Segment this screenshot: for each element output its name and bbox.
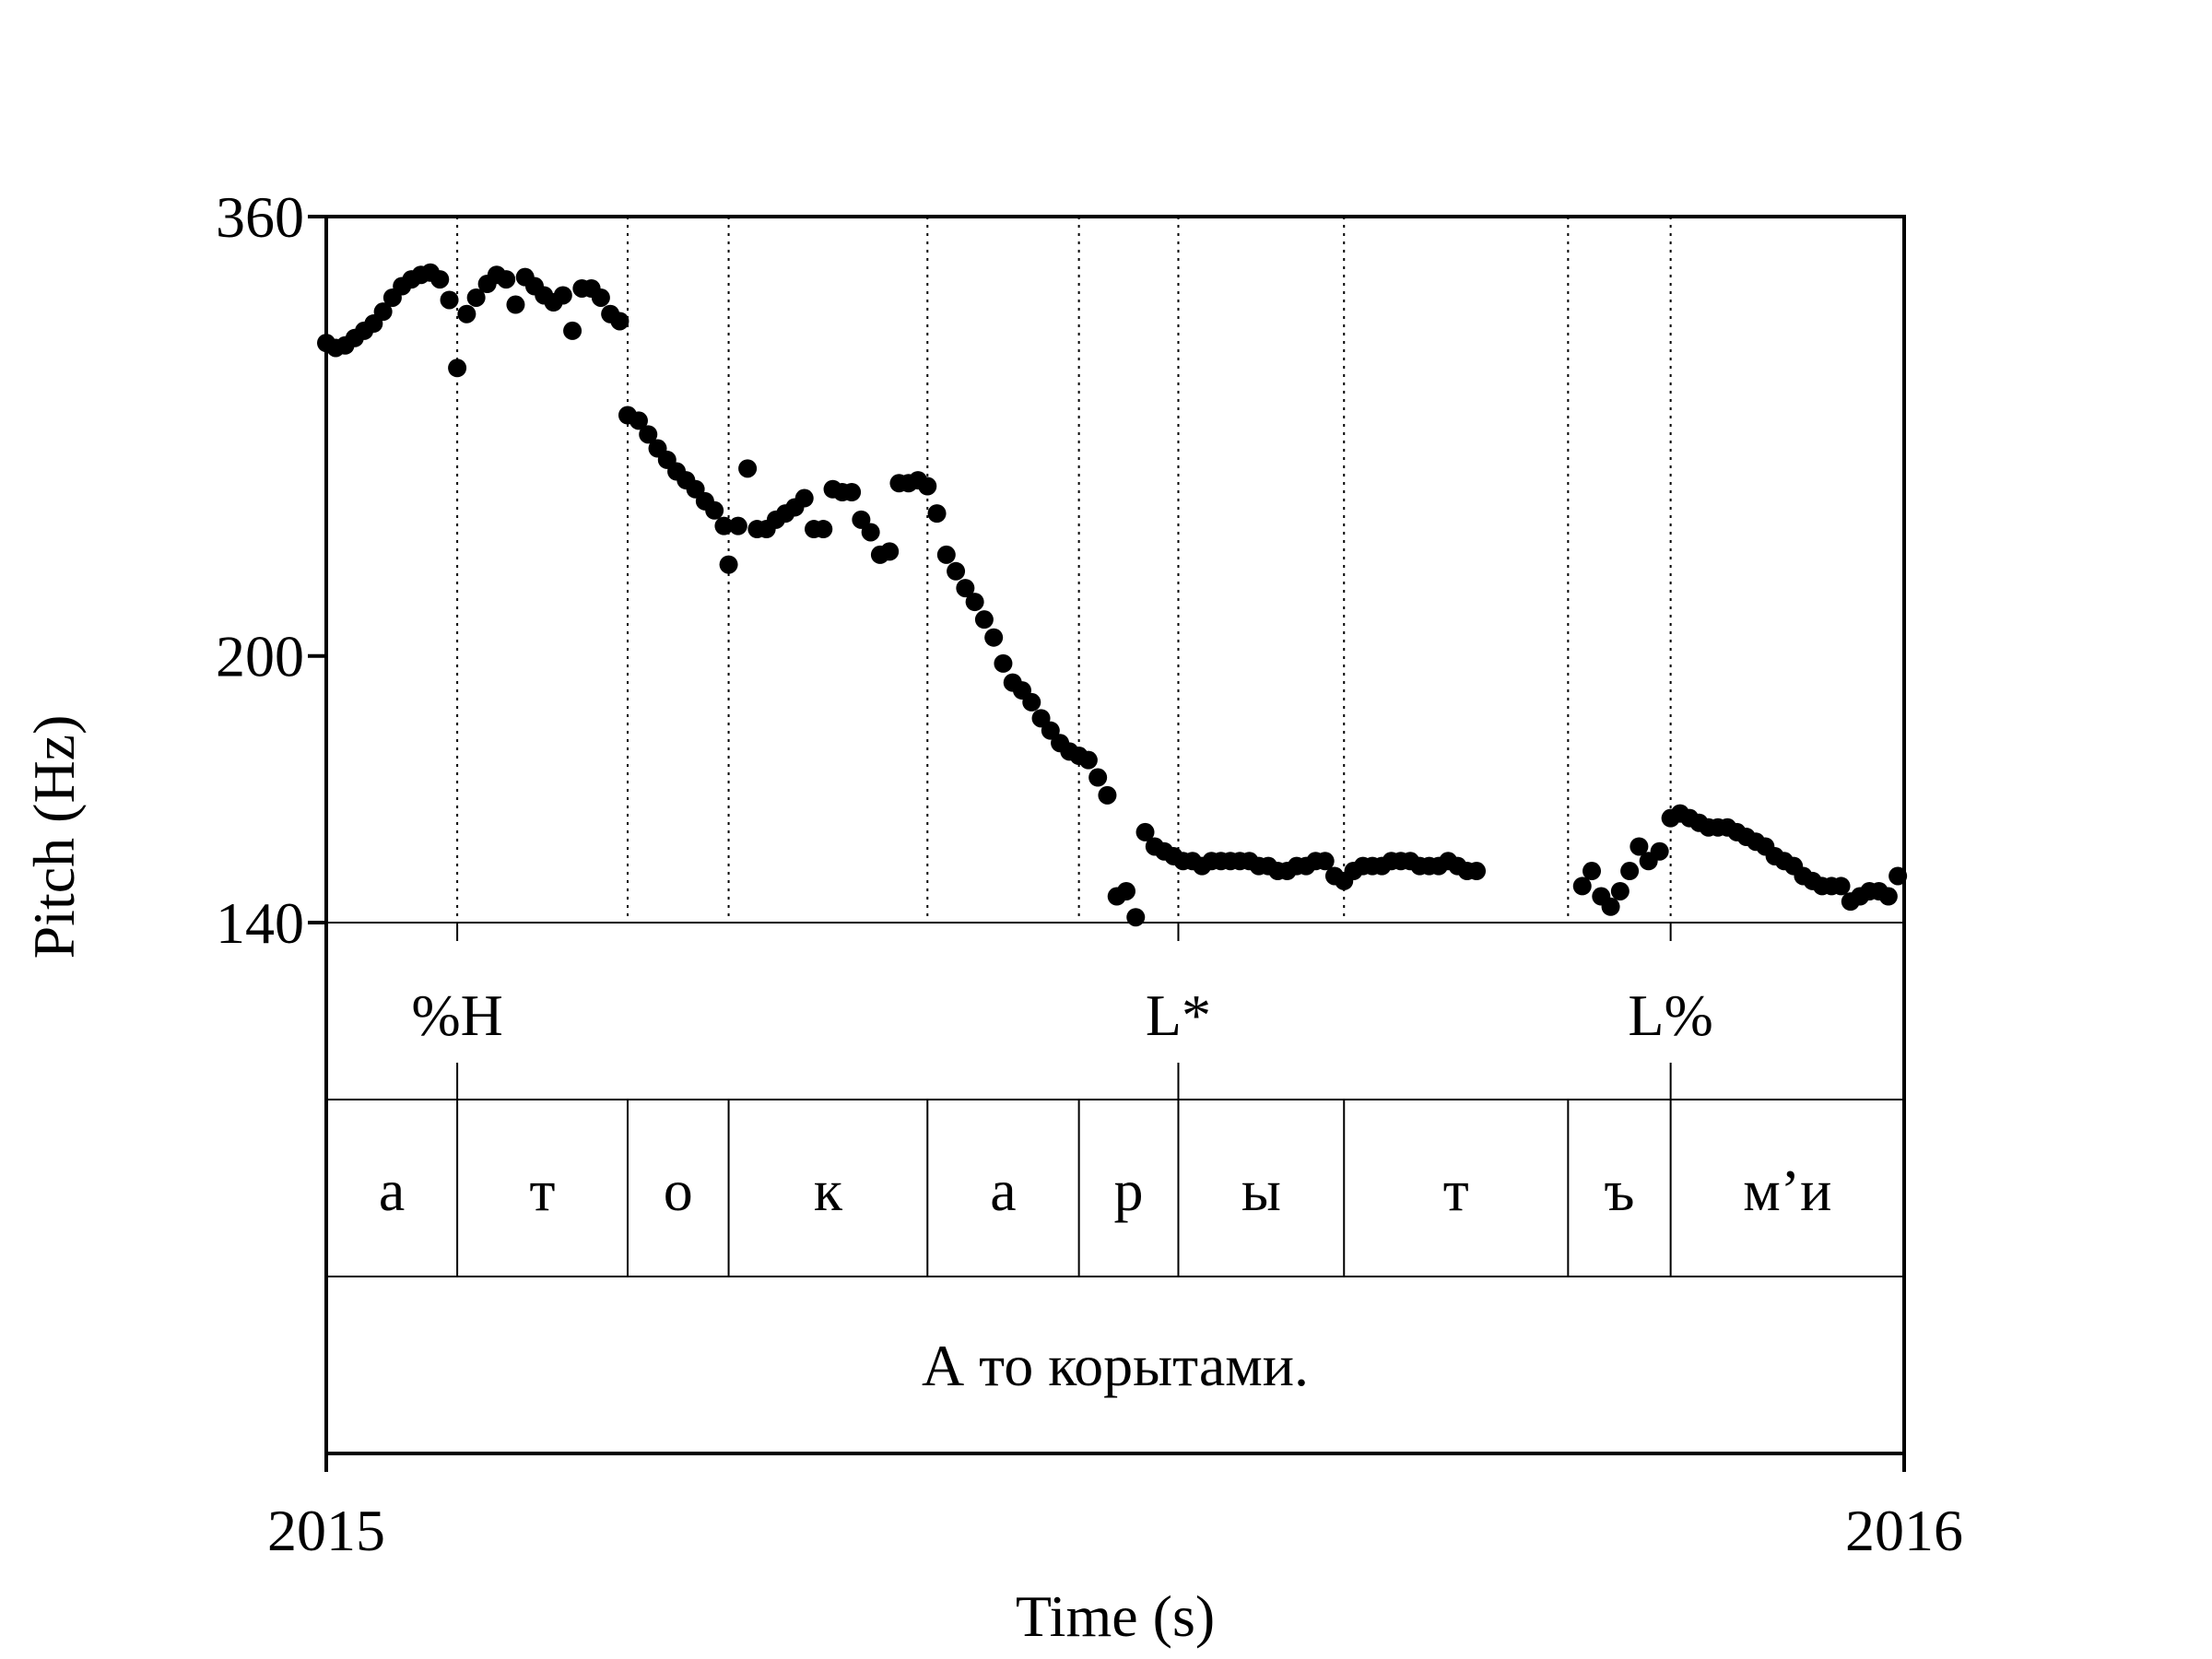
y-axis: 360 200 140 xyxy=(216,184,326,956)
segment-label-9: м’и xyxy=(1743,1158,1831,1223)
pitch-point xyxy=(947,561,966,581)
pitch-point xyxy=(738,459,758,478)
pitch-point xyxy=(965,593,984,612)
pitch-point xyxy=(719,555,738,574)
pitch-point xyxy=(563,321,582,340)
segment-label-8: ъ xyxy=(1604,1158,1634,1223)
pitch-point xyxy=(553,286,572,305)
pitch-point xyxy=(1650,841,1669,861)
segment-label-4: а xyxy=(990,1158,1016,1223)
pitch-point xyxy=(1620,862,1640,881)
pitch-point xyxy=(1078,750,1098,770)
pitch-point xyxy=(794,488,814,508)
tone-label-0: %H xyxy=(411,982,503,1048)
pitch-point xyxy=(639,425,658,444)
pitch-point xyxy=(1583,862,1602,881)
pitch-point xyxy=(1116,881,1135,900)
segment-label-0: а xyxy=(379,1158,405,1223)
y-tick-label-360: 360 xyxy=(216,184,304,250)
segment-label-6: ы xyxy=(1241,1158,1281,1223)
pitch-point xyxy=(1878,887,1898,906)
pitch-point xyxy=(629,411,648,430)
pitch-point xyxy=(1088,768,1108,787)
pitch-point xyxy=(1572,877,1592,896)
pitch-point xyxy=(1135,822,1155,841)
x-tick-label-2015: 2015 xyxy=(267,1498,385,1563)
pitch-point xyxy=(448,359,467,378)
pitch-point xyxy=(852,510,871,529)
pitch-point xyxy=(1831,877,1851,896)
pitch-point xyxy=(440,290,459,310)
pitch-point xyxy=(918,477,937,496)
segment-label-2: о xyxy=(664,1158,693,1223)
pitch-point xyxy=(457,304,477,324)
y-tick-label-200: 200 xyxy=(216,624,304,689)
pitch-point xyxy=(1630,837,1649,856)
pitch-point xyxy=(610,312,629,331)
pitch-point xyxy=(814,520,833,539)
segment-tier: а т о к а р ы т ъ м’и xyxy=(379,1158,1831,1223)
tone-tier: %H L* L% xyxy=(411,923,1713,1100)
segment-label-1: т xyxy=(530,1158,556,1223)
pitch-point xyxy=(373,302,393,322)
y-tick-label-140: 140 xyxy=(216,890,304,956)
pitch-point xyxy=(1610,881,1630,900)
tone-label-1: L* xyxy=(1146,982,1211,1048)
pitch-point xyxy=(927,504,947,524)
pitch-point xyxy=(705,500,724,520)
sentence-label: А то корытами. xyxy=(922,1333,1309,1398)
pitch-point xyxy=(1126,908,1146,927)
pitch-point xyxy=(1467,862,1487,881)
pitch-point xyxy=(994,653,1013,673)
pitch-point xyxy=(1315,852,1335,871)
tone-label-2: L% xyxy=(1628,982,1712,1048)
pitch-point xyxy=(506,295,525,314)
pitch-point xyxy=(466,288,486,307)
pitch-point xyxy=(497,270,516,289)
pitch-point xyxy=(728,516,747,535)
segment-boundaries xyxy=(456,217,1672,1277)
pitch-point xyxy=(984,628,1004,647)
plot-frame xyxy=(324,215,1906,1455)
pitch-point xyxy=(956,579,975,598)
pitch-point xyxy=(1601,897,1620,916)
pitch-point xyxy=(1098,785,1117,805)
segment-label-3: к xyxy=(814,1158,843,1223)
x-tick-label-2016: 2016 xyxy=(1845,1498,1963,1563)
pitch-point xyxy=(974,610,994,629)
pitch-point xyxy=(880,542,900,561)
pitch-point xyxy=(1888,866,1908,886)
segment-label-5: р xyxy=(1114,1158,1144,1223)
x-axis: 2015 2016 xyxy=(267,1453,1963,1563)
pitch-points xyxy=(317,263,1908,927)
x-axis-label: Time (s) xyxy=(1016,1583,1215,1649)
pitch-point xyxy=(936,545,956,564)
y-axis-label: Pitch (Hz) xyxy=(21,715,87,959)
pitch-point xyxy=(1022,692,1041,712)
segment-label-7: т xyxy=(1443,1158,1469,1223)
pitch-point xyxy=(430,270,450,289)
pitch-point xyxy=(861,523,880,542)
pitch-point xyxy=(842,482,862,501)
pitch-point xyxy=(1041,721,1060,740)
pitch-point xyxy=(591,288,610,307)
pitch-point xyxy=(714,516,734,535)
